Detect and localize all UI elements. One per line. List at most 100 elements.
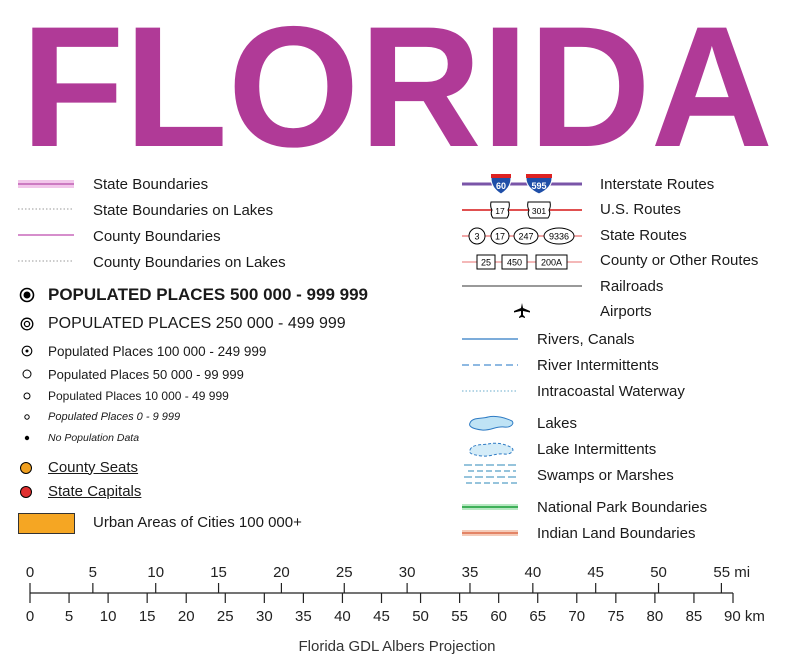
state-boundaries-label: State Boundaries	[93, 175, 209, 193]
county-shield-icon	[535, 254, 568, 270]
county-routes-label: County or Other Routes	[600, 251, 759, 269]
mile-label: 35	[462, 564, 479, 581]
county-shield-1: 25	[481, 258, 491, 268]
pp-nodata-icon	[24, 435, 30, 441]
pp-500k-icon	[19, 287, 35, 303]
pp-250k-label: POPULATED PLACES 250 000 - 499 999	[48, 315, 346, 332]
pp-10k-label: Populated Places 10 000 - 49 999	[48, 389, 229, 403]
mile-label: 5	[89, 564, 97, 581]
national-park-label: National Park Boundaries	[537, 498, 708, 516]
state-shield-2: 17	[495, 232, 505, 242]
airports-label: Airports	[600, 302, 652, 320]
lake-intermittent-icon	[469, 442, 514, 457]
mile-label: 25	[336, 564, 353, 581]
interstate-shield-icon: 60	[490, 174, 512, 195]
mile-label: 10	[147, 564, 164, 581]
km-label: 20	[178, 608, 195, 625]
interstate-label: Interstate Routes	[600, 175, 715, 193]
county-boundary-lake-symbol	[18, 260, 74, 262]
km-label: 10	[100, 608, 117, 625]
mile-label: 55 mi	[713, 564, 750, 581]
pp-500k-label: POPULATED PLACES 500 000 - 999 999	[48, 285, 368, 304]
km-labels: 0 5 10 15 20 25 30 35 40 45 50 55 60 65 70 75 80 85 90 km	[26, 608, 765, 625]
map-title: FLORIDA	[21, 0, 773, 160]
km-label: 70	[568, 608, 585, 625]
km-label: 35	[295, 608, 312, 625]
lake-icon	[469, 415, 514, 431]
national-park-symbol	[462, 504, 518, 510]
us-shield-2: 301	[532, 206, 546, 216]
us-shield-1: 17	[495, 206, 505, 216]
county-route-symbol: 25 450 200A	[462, 254, 582, 270]
mile-label: 45	[587, 564, 604, 581]
county-seats-label: County Seats	[48, 458, 139, 476]
indian-land-label: Indian Land Boundaries	[537, 524, 696, 542]
km-label: 90 km	[724, 608, 765, 625]
mile-label: 0	[26, 564, 34, 581]
county-boundaries-label: County Boundaries	[93, 227, 221, 245]
state-shield-1: 3	[474, 232, 479, 242]
title-text: FLORIDA	[21, 0, 773, 160]
urban-areas-label: Urban Areas of Cities 100 000+	[93, 513, 302, 531]
state-shield-icon	[543, 227, 575, 245]
us-routes-label: U.S. Routes	[600, 200, 681, 218]
interstate-shield-icon: 595	[525, 174, 553, 195]
us-shield-icon: 17	[490, 201, 510, 219]
state-shield-icon	[513, 227, 539, 245]
scale-bar: 0 5 10 15 20 25 30 35 40 45 50 55 mi 0 5 10 15 20 25 30 35…	[26, 564, 765, 655]
county-shield-3: 200A	[541, 258, 562, 268]
county-boundary-symbol	[18, 234, 74, 236]
intracoastal-symbol	[462, 390, 518, 392]
km-label: 5	[65, 608, 73, 625]
pp-250k-icon	[20, 317, 34, 331]
lake-intermittents-label: Lake Intermittents	[537, 440, 657, 458]
km-label: 80	[647, 608, 664, 625]
river-intermittents-label: River Intermittents	[537, 356, 659, 374]
state-boundary-lake-symbol	[18, 208, 74, 210]
state-shield-icon	[490, 227, 510, 245]
km-label: 75	[607, 608, 624, 625]
us-shield-icon: 301	[527, 201, 551, 219]
pp-100k-icon	[21, 345, 33, 357]
pp-0-label: Populated Places 0 - 9 999	[48, 411, 181, 423]
mile-label: 30	[399, 564, 416, 581]
county-seat-icon	[20, 462, 32, 474]
state-boundaries-lakes-label: State Boundaries on Lakes	[93, 201, 274, 219]
intracoastal-label: Intracoastal Waterway	[537, 382, 685, 400]
river-symbol	[462, 338, 518, 340]
km-label: 85	[686, 608, 703, 625]
railroads-label: Railroads	[600, 277, 664, 295]
swamp-icon	[464, 464, 518, 484]
pp-0-icon	[24, 414, 30, 420]
km-ticks	[29, 593, 734, 603]
km-label: 0	[26, 608, 34, 625]
km-label: 25	[217, 608, 234, 625]
county-shield-icon	[501, 254, 528, 270]
state-capitals-label: State Capitals	[48, 482, 142, 500]
rivers-label: Rivers, Canals	[537, 330, 635, 348]
county-shield-icon	[476, 254, 496, 270]
interstate-symbol: 60 595	[462, 174, 582, 195]
interstate-shield-2: 595	[531, 181, 546, 191]
projection-label: Florida GDL Albers Projection	[298, 638, 495, 655]
km-label: 45	[373, 608, 390, 625]
railroad-symbol	[462, 285, 582, 287]
miles-labels: 0 5 10 15 20 25 30 35 40 45 50 55 mi	[26, 564, 750, 581]
mile-label: 50	[650, 564, 667, 581]
km-label: 60	[490, 608, 507, 625]
state-shield-4: 9336	[549, 232, 569, 242]
river-intermittent-symbol	[462, 364, 518, 366]
state-boundary-symbol	[18, 180, 74, 188]
state-capital-icon	[20, 486, 32, 498]
indian-land-symbol	[462, 530, 518, 536]
mile-label: 20	[273, 564, 290, 581]
interstate-shield-1: 60	[496, 181, 506, 191]
pp-nodata-label: No Population Data	[48, 432, 140, 444]
state-routes-label: State Routes	[600, 226, 687, 244]
km-label: 30	[256, 608, 273, 625]
km-label: 55	[451, 608, 468, 625]
pp-100k-label: Populated Places 100 000 - 249 999	[48, 343, 267, 359]
lakes-label: Lakes	[537, 414, 578, 432]
miles-ticks	[29, 583, 722, 593]
pp-10k-icon	[23, 392, 31, 400]
